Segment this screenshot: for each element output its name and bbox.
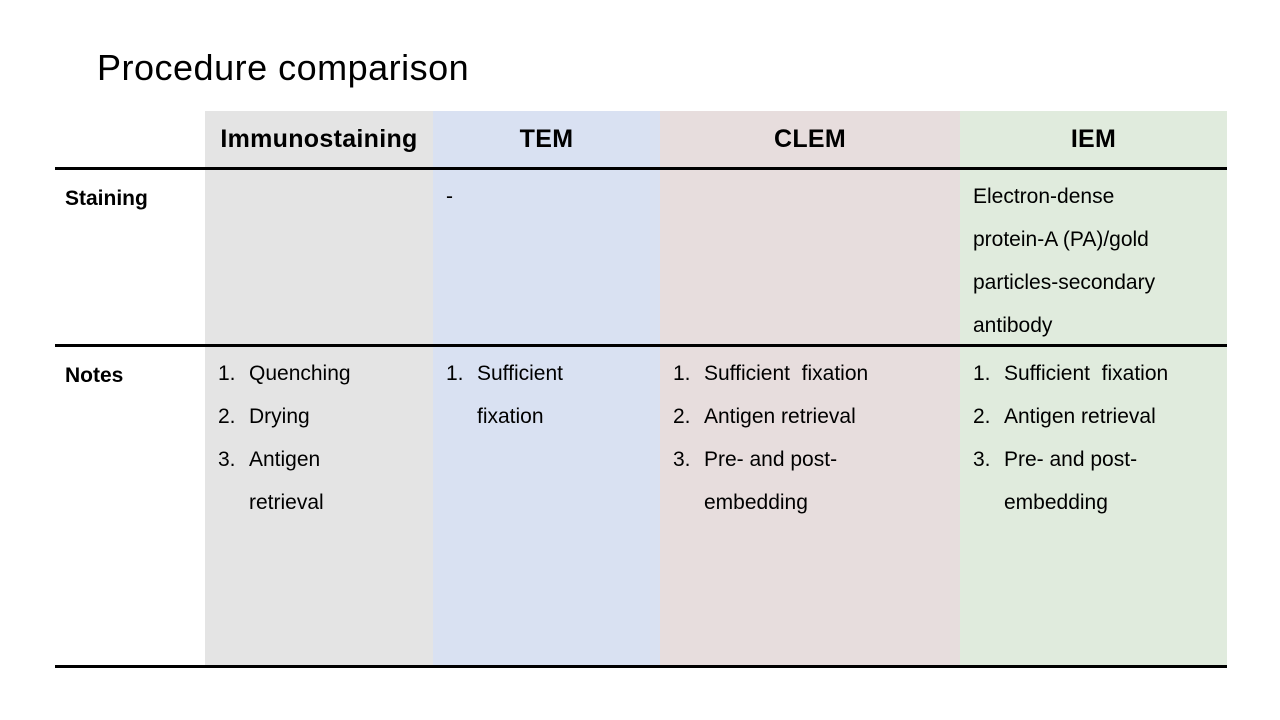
list-item-number: 1. <box>218 362 236 385</box>
cell-notes-clem: 1. Sufficient fixation 2. Antigen retrie… <box>660 347 960 665</box>
list-item: 3. Antigen retrieval <box>218 438 427 524</box>
list-item: 1. Sufficient fixation <box>446 352 654 438</box>
list-item-number: 3. <box>218 448 236 471</box>
numbered-list: 1. Quenching 2. Drying 3. Antigen retrie… <box>205 347 433 524</box>
list-item-number: 3. <box>973 448 991 471</box>
cell-notes-iem: 1. Sufficient fixation 2. Antigen retrie… <box>960 347 1227 665</box>
cell-text <box>660 170 960 175</box>
numbered-list: 1. Sufficient fixation 2. Antigen retrie… <box>960 347 1227 524</box>
procedure-comparison-table: Immunostaining TEM CLEM IEM Staining - E… <box>55 111 1227 668</box>
cell-notes-immunostaining: 1. Quenching 2. Drying 3. Antigen retrie… <box>205 347 433 665</box>
table-header-row: Immunostaining TEM CLEM IEM <box>55 111 1227 170</box>
cell-staining-tem: - <box>433 170 660 344</box>
cell-staining-iem: Electron-dense protein-A (PA)/gold parti… <box>960 170 1227 344</box>
list-item: 1. Quenching <box>218 352 427 395</box>
cell-notes-tem: 1. Sufficient fixation <box>433 347 660 665</box>
list-item: 3. Pre- and post- embedding <box>673 438 954 524</box>
cell-text: Electron-dense protein-A (PA)/gold parti… <box>973 185 1156 337</box>
list-item-number: 1. <box>446 362 464 385</box>
list-item: 1. Sufficient fixation <box>673 352 954 395</box>
cell-staining-clem <box>660 170 960 344</box>
column-header-clem: CLEM <box>660 111 960 167</box>
list-item-number: 2. <box>673 405 691 428</box>
cell-text <box>205 170 433 175</box>
numbered-list: 1. Sufficient fixation <box>433 347 660 438</box>
list-item-text: Sufficient fixation <box>477 362 563 428</box>
column-header-immunostaining: Immunostaining <box>205 111 433 167</box>
list-item-text: Pre- and post- embedding <box>704 448 838 514</box>
header-corner-cell <box>55 111 205 167</box>
list-item: 3. Pre- and post- embedding <box>973 438 1221 524</box>
cell-text: - <box>446 185 453 208</box>
cell-staining-immunostaining <box>205 170 433 344</box>
table-row-notes: Notes 1. Quenching 2. Drying 3. Antigen … <box>55 347 1227 668</box>
column-header-iem: IEM <box>960 111 1227 167</box>
list-item-number: 1. <box>673 362 691 385</box>
list-item-number: 2. <box>973 405 991 428</box>
list-item-text: Antigen retrieval <box>249 448 324 514</box>
table-row-staining: Staining - Electron-dense protein-A (PA)… <box>55 170 1227 347</box>
column-header-tem: TEM <box>433 111 660 167</box>
list-item-text: Antigen retrieval <box>704 405 856 428</box>
list-item: 2. Antigen retrieval <box>973 395 1221 438</box>
list-item: 2. Drying <box>218 395 427 438</box>
list-item-text: Sufficient fixation <box>1004 362 1169 385</box>
list-item-text: Pre- and post- embedding <box>1004 448 1138 514</box>
list-item-text: Antigen retrieval <box>1004 405 1156 428</box>
list-item-number: 1. <box>973 362 991 385</box>
list-item-number: 2. <box>218 405 236 428</box>
row-label-staining: Staining <box>65 187 148 210</box>
list-item-text: Drying <box>249 405 310 428</box>
list-item: 2. Antigen retrieval <box>673 395 954 438</box>
slide-title: Procedure comparison <box>97 47 470 88</box>
numbered-list: 1. Sufficient fixation 2. Antigen retrie… <box>660 347 960 524</box>
list-item-text: Quenching <box>249 362 351 385</box>
list-item-number: 3. <box>673 448 691 471</box>
list-item-text: Sufficient fixation <box>704 362 869 385</box>
list-item: 1. Sufficient fixation <box>973 352 1221 395</box>
row-label-notes: Notes <box>65 364 124 387</box>
